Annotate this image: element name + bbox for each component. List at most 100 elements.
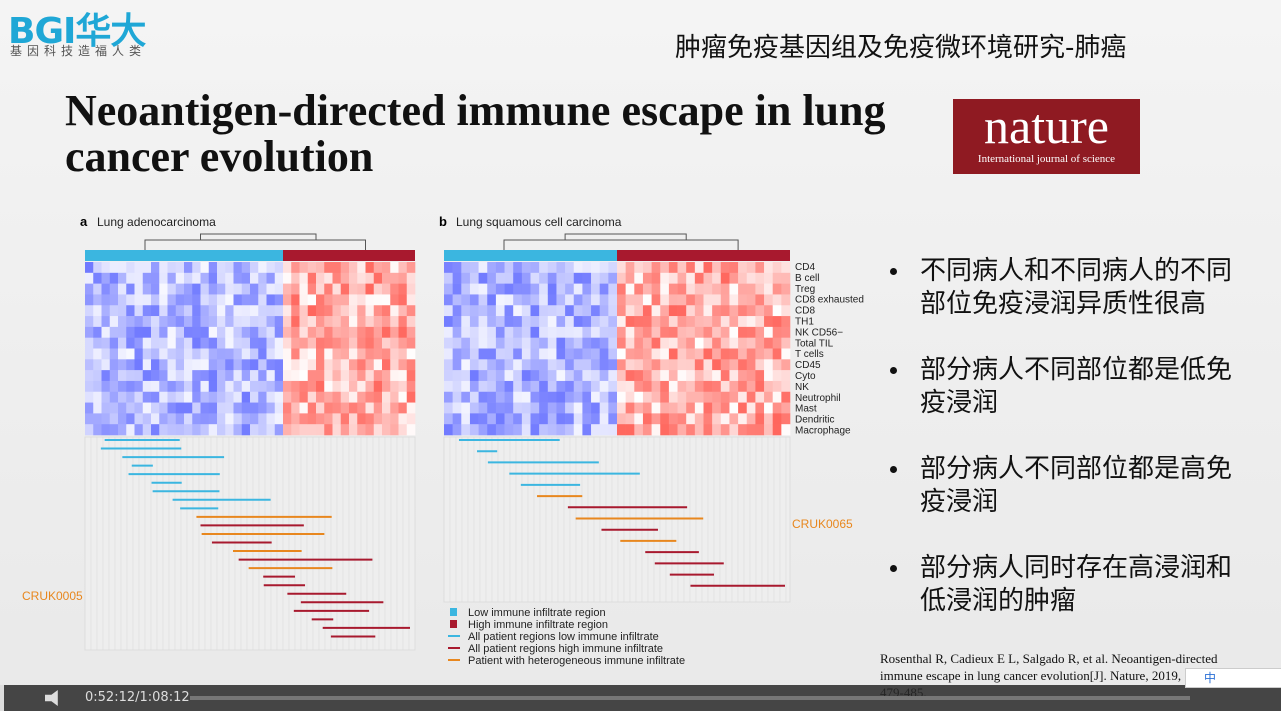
- heatmap-cell: [591, 326, 600, 338]
- heatmap-cell: [556, 391, 566, 403]
- heatmap-cell: [764, 262, 773, 274]
- heatmap-cell: [175, 283, 185, 295]
- heatmap-cell: [200, 316, 210, 328]
- journal-tagline: International journal of science: [977, 153, 1116, 165]
- ime-mode[interactable]: 中: [1204, 671, 1217, 685]
- heatmap-cell: [694, 272, 704, 284]
- heatmap-cell: [729, 359, 739, 371]
- volume-button[interactable]: [45, 690, 58, 706]
- heatmap-cell: [651, 326, 661, 338]
- row-label: Dendritic: [795, 415, 834, 426]
- seek-bar[interactable]: [190, 696, 1190, 700]
- heatmap-cell: [85, 402, 94, 414]
- heatmap-cell: [192, 380, 201, 393]
- heatmap-cell: [126, 370, 135, 382]
- heatmap-cell: [565, 348, 575, 360]
- heatmap-cell: [151, 391, 160, 403]
- heatmap-cell: [225, 283, 234, 295]
- heatmap-cell: [573, 348, 583, 360]
- heatmap-cell: [703, 413, 713, 425]
- heatmap-cell: [452, 380, 462, 393]
- heatmap-cell: [101, 402, 111, 414]
- heatmap-cell: [487, 283, 497, 295]
- heatmap-cell: [547, 337, 557, 349]
- heatmap-cell: [694, 283, 704, 295]
- heatmap-cell: [634, 402, 644, 414]
- heatmap-cell: [192, 337, 201, 349]
- heatmap-cell: [452, 424, 462, 436]
- heatmap-cell: [703, 348, 713, 360]
- heatmap-cell: [332, 380, 342, 393]
- heatmap-cell: [233, 262, 243, 274]
- heatmap-cell: [729, 402, 739, 414]
- heatmap-cell: [93, 305, 102, 317]
- heatmap-cell: [85, 262, 94, 274]
- heatmap-cell: [634, 359, 644, 371]
- heatmap-cell: [406, 272, 416, 284]
- heatmap-cell: [582, 283, 592, 295]
- heatmap-cell: [258, 402, 267, 414]
- heatmap-cell: [200, 326, 210, 338]
- heatmap-cell: [444, 391, 453, 403]
- heatmap-cell: [556, 370, 566, 382]
- heatmap-cell: [712, 326, 722, 338]
- heatmap-cell: [324, 402, 333, 414]
- heatmap-cell: [738, 337, 748, 349]
- heatmap-cell: [373, 413, 383, 425]
- heatmap-cell: [258, 348, 267, 360]
- heatmap-cell: [677, 359, 687, 371]
- heatmap-cell: [241, 402, 251, 414]
- heatmap-cell: [703, 380, 713, 393]
- heatmap-cell: [118, 337, 127, 349]
- heatmap-cell: [703, 337, 713, 349]
- heatmap-cell: [478, 272, 488, 284]
- heatmap-cell: [101, 424, 111, 436]
- heatmap-cell: [390, 272, 399, 284]
- heatmap-cell: [85, 424, 94, 436]
- heatmap-cell: [573, 262, 583, 274]
- heatmap-cell: [469, 337, 479, 349]
- heatmap-cell: [513, 402, 523, 414]
- heatmap-cell: [225, 413, 234, 425]
- heatmap-cell: [365, 359, 375, 371]
- heatmap-cell: [530, 337, 540, 349]
- heatmap-cell: [93, 337, 102, 349]
- heatmap-cell: [307, 262, 317, 274]
- heatmap-cell: [250, 305, 259, 317]
- row-label: B cell: [795, 273, 819, 284]
- heatmap-cell: [720, 272, 730, 284]
- heatmap-cell: [452, 316, 462, 328]
- heatmap-cell: [200, 262, 210, 274]
- heatmap-cell: [126, 326, 135, 338]
- heatmap-cell: [539, 272, 549, 284]
- heatmap-cell: [513, 337, 523, 349]
- ime-toolbar[interactable]: 中: [1185, 668, 1281, 688]
- heatmap-cell: [101, 272, 111, 284]
- row-label: CD45: [795, 360, 821, 371]
- heatmap-cell: [93, 272, 102, 284]
- heatmap-cell: [573, 391, 583, 403]
- heatmap-cell: [660, 283, 670, 295]
- heatmap-cell: [291, 283, 300, 295]
- heatmap-cell: [495, 337, 505, 349]
- heatmap-cell: [677, 402, 687, 414]
- heatmap-cell: [159, 262, 168, 274]
- heatmap-cell: [167, 391, 177, 403]
- heatmap-cell: [307, 305, 317, 317]
- heatmap-cell: [547, 294, 557, 306]
- heatmap-cell: [738, 262, 748, 274]
- heatmap-cell: [167, 316, 177, 328]
- heatmap-cell: [668, 424, 678, 436]
- heatmap-cell: [539, 413, 549, 425]
- heatmap-cell: [755, 380, 765, 393]
- heatmap-cell: [398, 402, 408, 414]
- heatmap-cell: [208, 262, 218, 274]
- heatmap-cell: [625, 359, 635, 371]
- heatmap-cell: [469, 380, 479, 393]
- heatmap-cell: [357, 316, 366, 328]
- journal-logo: nature International journal of science: [953, 99, 1140, 174]
- heatmap-cell: [382, 413, 391, 425]
- heatmap-cell: [357, 413, 366, 425]
- heatmap-cell: [746, 380, 756, 393]
- heatmap-cell: [225, 424, 234, 436]
